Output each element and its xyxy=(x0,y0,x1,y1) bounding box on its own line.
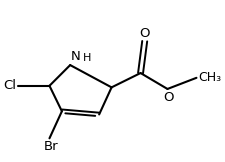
Text: H: H xyxy=(83,53,91,63)
Text: Cl: Cl xyxy=(3,79,16,92)
Text: Br: Br xyxy=(44,140,59,153)
Text: CH₃: CH₃ xyxy=(198,71,222,84)
Text: O: O xyxy=(140,27,150,40)
Text: N: N xyxy=(71,50,81,63)
Text: O: O xyxy=(163,91,174,104)
